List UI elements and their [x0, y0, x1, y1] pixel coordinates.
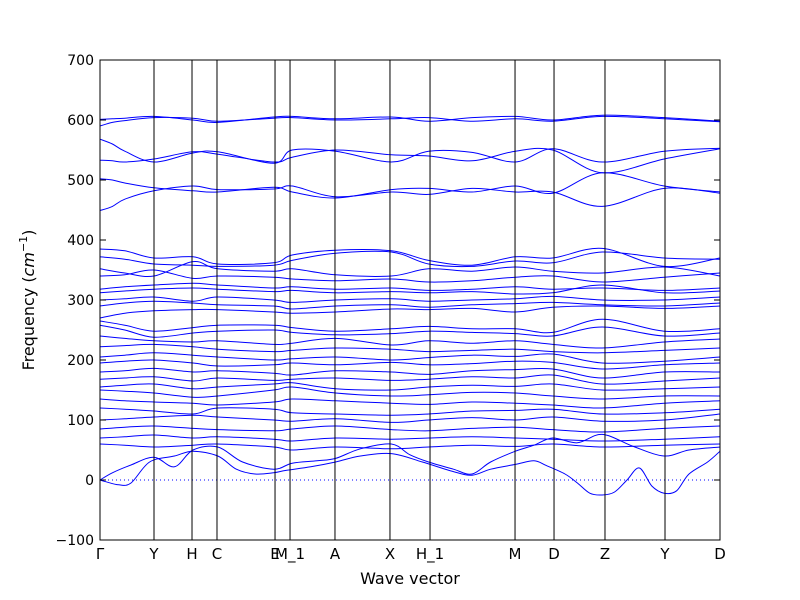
band-line-14 [99, 300, 721, 310]
band-line-24 [99, 382, 721, 391]
band-line-12 [99, 284, 721, 295]
y-tick-label: 300 [67, 293, 94, 309]
y-tick-label: 0 [85, 473, 94, 489]
y-tick-label: −100 [56, 533, 94, 549]
band-line-8 [99, 250, 721, 268]
kpoint-label: Y [659, 545, 670, 563]
y-axis-label-text: Frequency ( [19, 276, 38, 370]
band-line-29 [99, 425, 721, 433]
band-line-31 [99, 443, 721, 451]
kpoint-label: A [330, 545, 341, 563]
band-line-10 [99, 269, 721, 283]
band-line-17 [99, 324, 721, 338]
y-tick-label: 500 [67, 173, 94, 189]
y-tick-label: 400 [67, 233, 94, 249]
kpoint-label: X [385, 545, 395, 563]
band-line-28 [99, 413, 721, 423]
kpoint-label: C [212, 545, 222, 563]
y-axis-label-exponent: −1 [17, 236, 30, 252]
y-tick-label: 200 [67, 353, 94, 369]
band-line-22 [99, 367, 721, 379]
phonon-bands [99, 114, 721, 496]
band-line-26 [99, 398, 721, 409]
band-line-25 [99, 386, 721, 400]
band-line-18 [99, 335, 721, 349]
band-line-30 [99, 434, 721, 442]
kpoint-label: D [714, 545, 726, 563]
y-axis-ticks: 700 600 500 400 300 200 100 0 −100 [56, 53, 720, 549]
band-line-5 [99, 172, 721, 199]
kpoint-label: D [548, 545, 560, 563]
band-line-3 [99, 138, 721, 164]
band-line-1 [99, 114, 721, 123]
kpoint-label: M [509, 545, 522, 563]
kpoint-label: H [186, 545, 197, 563]
band-line-15 [99, 305, 721, 319]
y-tick-label: 600 [67, 113, 94, 129]
band-line-21 [99, 359, 721, 370]
y-axis-label-unit: cm [19, 252, 38, 276]
kpoint-label: M_1 [275, 545, 305, 564]
y-axis-label-close: ) [19, 230, 38, 236]
y-tick-label: 700 [67, 53, 94, 69]
band-line-9 [99, 260, 721, 278]
band-line-16 [99, 318, 721, 334]
kpoint-label: Z [600, 545, 610, 563]
band-line-2 [99, 115, 721, 127]
band-line-4 [99, 147, 721, 174]
band-line-6 [99, 185, 721, 212]
band-line-27 [99, 407, 721, 416]
band-line-20 [99, 352, 721, 364]
kpoint-label: Y [148, 545, 159, 563]
band-line-11 [99, 282, 721, 291]
band-line-23 [99, 374, 721, 385]
band-line-33 [99, 450, 721, 496]
kpoint-label: H_1 [416, 545, 444, 564]
y-axis-label: Frequency (cm−1) [17, 230, 38, 371]
band-line-7 [99, 247, 721, 268]
band-line-19 [99, 343, 721, 354]
x-axis-label: Wave vector [360, 569, 460, 588]
kpoint-label: Γ [96, 545, 105, 563]
kpoint-label: E [270, 545, 279, 563]
band-line-13 [99, 295, 721, 303]
band-line-32 [99, 433, 721, 481]
x-axis-ticks: Γ Y H C EM_1 A X H_1 M D Z Y D [96, 60, 726, 564]
y-tick-label: 100 [67, 413, 94, 429]
